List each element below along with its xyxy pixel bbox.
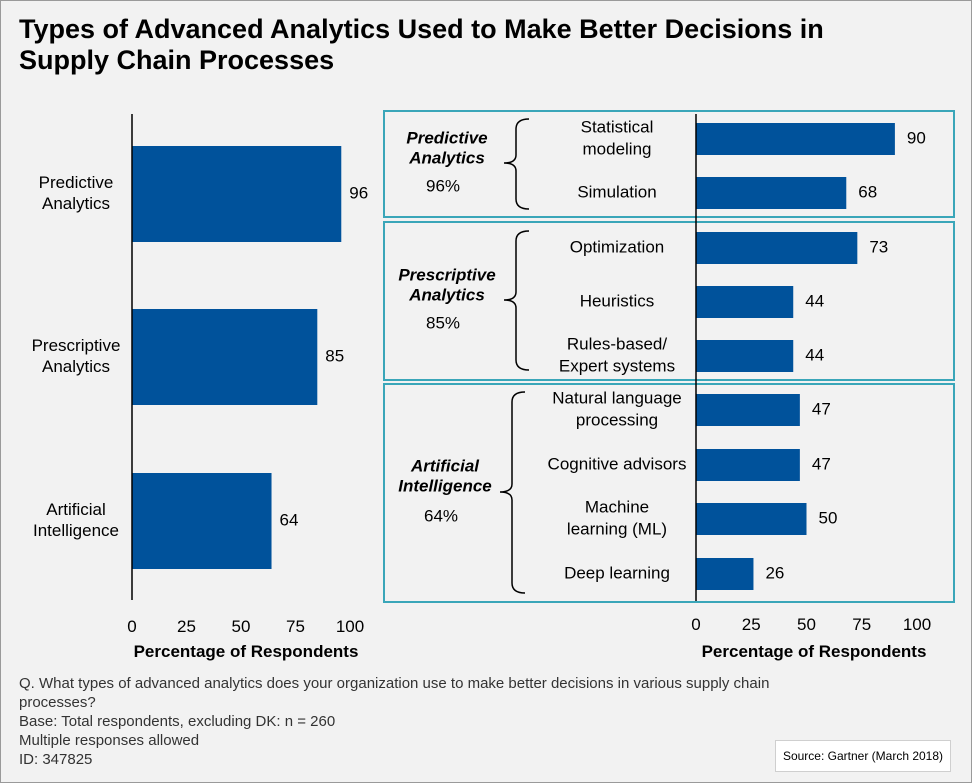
right-x-axis-label: Percentage of Respondents <box>702 642 927 661</box>
left-category-label-2: Prescriptive Analytics <box>32 336 121 376</box>
group-percent-3: 64% <box>424 506 458 525</box>
footer-base: Base: Total respondents, excluding DK: n… <box>19 713 336 730</box>
left-x-tick-5: 100 <box>336 617 364 636</box>
left-x-tick-4: 75 <box>286 617 305 636</box>
right-bar-9 <box>696 558 754 590</box>
right-bar-value-1: 90 <box>907 128 926 147</box>
left-bar-value-2: 85 <box>325 346 344 365</box>
left-bar-value-1: 96 <box>349 183 368 202</box>
right-category-label-1: Statistical modeling <box>581 117 654 158</box>
left-x-tick-1: 0 <box>127 617 136 636</box>
left-category-label-1: Predictive Analytics <box>39 173 114 213</box>
right-bar-6 <box>696 394 800 426</box>
left-bar-1 <box>132 146 342 242</box>
group-name-2: Prescriptive Analytics <box>398 265 495 304</box>
right-x-tick-3: 50 <box>797 615 816 634</box>
right-bar-value-9: 26 <box>765 563 784 582</box>
right-category-label-8: Machine learning (ML) <box>567 497 667 538</box>
right-category-label-9: Deep learning <box>564 563 670 582</box>
group-percent-2: 85% <box>426 313 460 332</box>
right-category-label-7: Cognitive advisors <box>548 454 687 473</box>
right-x-tick-1: 0 <box>691 615 700 634</box>
footer-id: ID: 347825 <box>19 751 93 768</box>
left-bar-3 <box>132 473 272 569</box>
left-bar-2 <box>132 309 318 405</box>
right-bar-5 <box>696 340 794 372</box>
right-bar-8 <box>696 503 807 535</box>
right-category-label-3: Optimization <box>570 237 664 256</box>
footer-question: Q. What types of advanced analytics does… <box>19 675 774 711</box>
source-note: Source: Gartner (March 2018) <box>775 740 951 772</box>
right-bar-3 <box>696 232 858 264</box>
left-category-label-3: Artificial Intelligence <box>33 500 119 540</box>
right-bar-1 <box>696 123 895 155</box>
group-percent-1: 96% <box>426 176 460 195</box>
right-bar-value-6: 47 <box>812 399 831 418</box>
right-bar-4 <box>696 286 794 318</box>
right-category-label-5: Rules-based/Expert systems <box>559 334 675 375</box>
left-x-tick-2: 25 <box>177 617 196 636</box>
right-x-tick-2: 25 <box>742 615 761 634</box>
group-box-3 <box>383 383 955 603</box>
right-category-label-2: Simulation <box>577 182 656 201</box>
group-box-1 <box>383 110 955 218</box>
chart-title: Types of Advanced Analytics Used to Make… <box>19 14 824 75</box>
right-bar-value-3: 73 <box>869 237 888 256</box>
group-bracket-1 <box>503 118 530 210</box>
left-x-axis-label: Percentage of Respondents <box>134 642 359 661</box>
right-bar-7 <box>696 449 800 481</box>
left-x-tick-3: 50 <box>232 617 251 636</box>
right-bar-value-4: 44 <box>805 291 824 310</box>
group-name-3: Artificial Intelligence <box>398 456 492 495</box>
footer-multiple: Multiple responses allowed <box>19 732 200 749</box>
right-x-tick-5: 100 <box>903 615 931 634</box>
right-bar-value-5: 44 <box>805 345 824 364</box>
right-bar-2 <box>696 177 847 209</box>
right-category-label-4: Heuristics <box>580 291 655 310</box>
group-bracket-2 <box>503 230 530 371</box>
group-box-2 <box>383 221 955 381</box>
right-category-label-6: Natural language processing <box>552 388 681 429</box>
right-bar-value-8: 50 <box>819 508 838 527</box>
left-bar-value-3: 64 <box>280 510 299 529</box>
right-x-tick-4: 75 <box>852 615 871 634</box>
right-bar-value-2: 68 <box>858 182 877 201</box>
footer-notes: Q. What types of advanced analytics does… <box>19 674 779 769</box>
group-bracket-3 <box>499 391 526 594</box>
group-name-1: Predictive Analytics <box>406 128 487 167</box>
right-bar-value-7: 47 <box>812 454 831 473</box>
